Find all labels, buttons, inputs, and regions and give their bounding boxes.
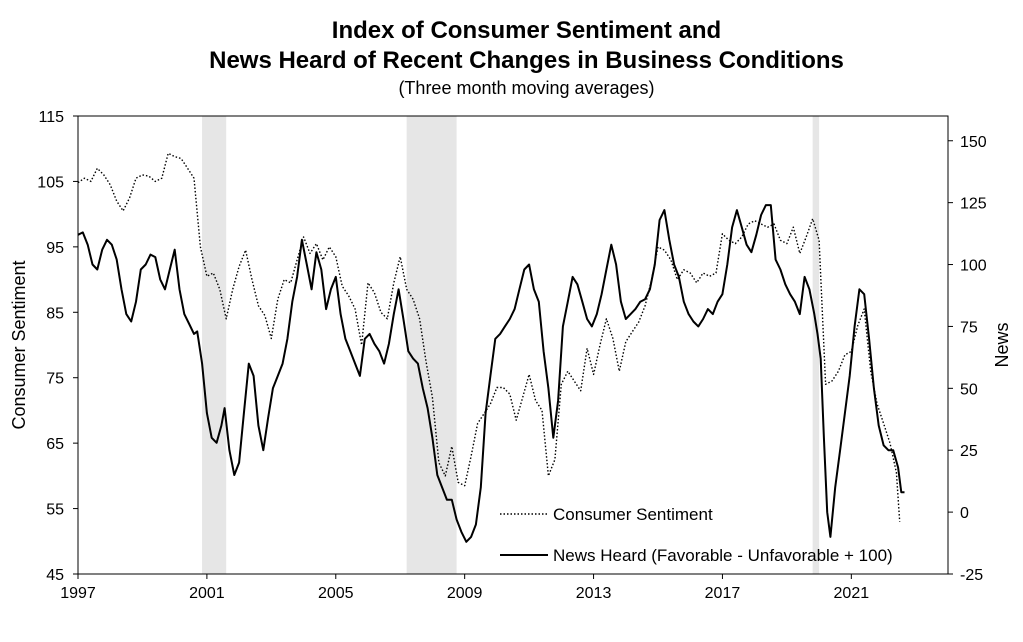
y-tick-label: 105 [37,174,64,191]
recession-band-2 [406,116,457,574]
x-tick-label: 2001 [189,585,225,602]
y-axis-title: Consumer Sentiment [9,260,29,429]
y-tick-label: 75 [46,371,64,388]
legend-label-news-heard: News Heard (Favorable - Unfavorable + 10… [553,546,893,565]
chart-title-line1: Index of Consumer Sentiment and [331,17,722,44]
y2-tick-label: 50 [960,381,978,398]
y2-tick-label: -25 [960,567,983,584]
y2-tick-label: 25 [960,443,978,460]
y2-tick-label: 150 [960,134,987,151]
series-line-consumer-sentiment [77,152,901,522]
y2-tick-label: 0 [960,505,969,522]
legend: Consumer Sentiment News Heard (Favorable… [500,505,893,565]
y2-axis-title: News [992,322,1012,367]
y2-tick-label: 75 [960,319,978,336]
x-tick-label: 2013 [576,585,612,602]
x-tick-label: 2005 [318,585,354,602]
series-lines [77,152,905,543]
plot-frame [77,115,949,575]
x-tick-label: 2009 [447,585,483,602]
recession-band-3 [812,116,820,574]
y-tick-label: 85 [46,305,64,322]
recession-band-1 [202,116,227,574]
chart-title-line2: News Heard of Recent Changes in Business… [209,47,844,74]
y-tick-label: 65 [46,436,64,453]
y-tick-label: 55 [46,502,64,519]
y-tick-label: 115 [38,109,64,126]
axes: 45 55 65 75 85 95 105 115 -25 0 25 50 75 100 125 150 199… [9,109,1012,602]
x-tick-label: 1997 [60,585,96,602]
recession-bands [202,116,820,574]
y-tick-label: 95 [46,240,64,257]
y2-tick-label: 100 [960,258,987,275]
chart-subtitle: (Three month moving averages) [398,78,655,98]
series-line-news-heard [77,204,905,543]
y2-tick-label: 125 [960,196,987,213]
legend-label-consumer-sentiment: Consumer Sentiment [553,505,713,524]
y-tick-label: 45 [46,567,64,584]
x-tick-label: 2021 [834,585,870,602]
x-tick-label: 2017 [705,585,741,602]
